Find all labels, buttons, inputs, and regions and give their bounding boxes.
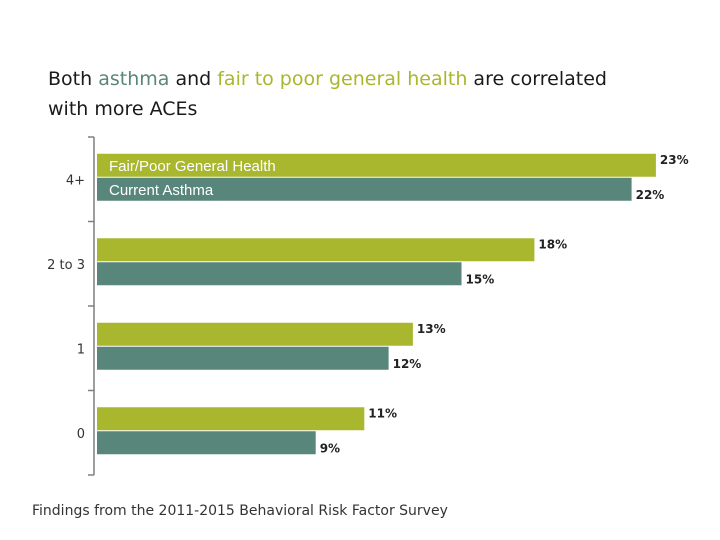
data-label: 18% xyxy=(538,237,567,251)
y-tick-label: 1 xyxy=(77,342,85,357)
title-and: and xyxy=(175,68,212,90)
data-label: 11% xyxy=(368,406,397,420)
bar-fair-poor-health xyxy=(97,407,365,431)
title-suffix: are correlated xyxy=(473,68,607,90)
bar-current-asthma xyxy=(97,431,316,455)
data-label: 15% xyxy=(466,272,495,286)
bar-fair-poor-health xyxy=(97,153,656,177)
bar-current-asthma xyxy=(97,177,632,201)
chart-title: Both asthma and fair to poor general hea… xyxy=(48,64,688,124)
legend-entry: Fair/Poor General Health xyxy=(109,158,276,175)
title-line2: with more ACEs xyxy=(48,98,198,120)
data-label: 23% xyxy=(660,153,689,167)
y-tick-label: 2 to 3 xyxy=(47,258,85,273)
title-asthma: asthma xyxy=(98,68,170,90)
bar-current-asthma xyxy=(97,346,389,370)
bar-fair-poor-health xyxy=(97,238,535,262)
data-label: 9% xyxy=(320,441,340,455)
title-fair: fair to poor general health xyxy=(217,68,468,90)
bar-fair-poor-health xyxy=(97,322,413,346)
data-label: 22% xyxy=(636,188,665,202)
data-label: 12% xyxy=(393,357,422,371)
bar-current-asthma xyxy=(97,262,462,286)
y-tick-label: 0 xyxy=(77,427,85,442)
source-footnote: Findings from the 2011-2015 Behavioral R… xyxy=(32,503,448,519)
data-label: 13% xyxy=(417,322,446,336)
legend-entry: Current Asthma xyxy=(109,182,214,199)
title-prefix: Both xyxy=(48,68,93,90)
y-tick-label: 4+ xyxy=(66,173,85,188)
